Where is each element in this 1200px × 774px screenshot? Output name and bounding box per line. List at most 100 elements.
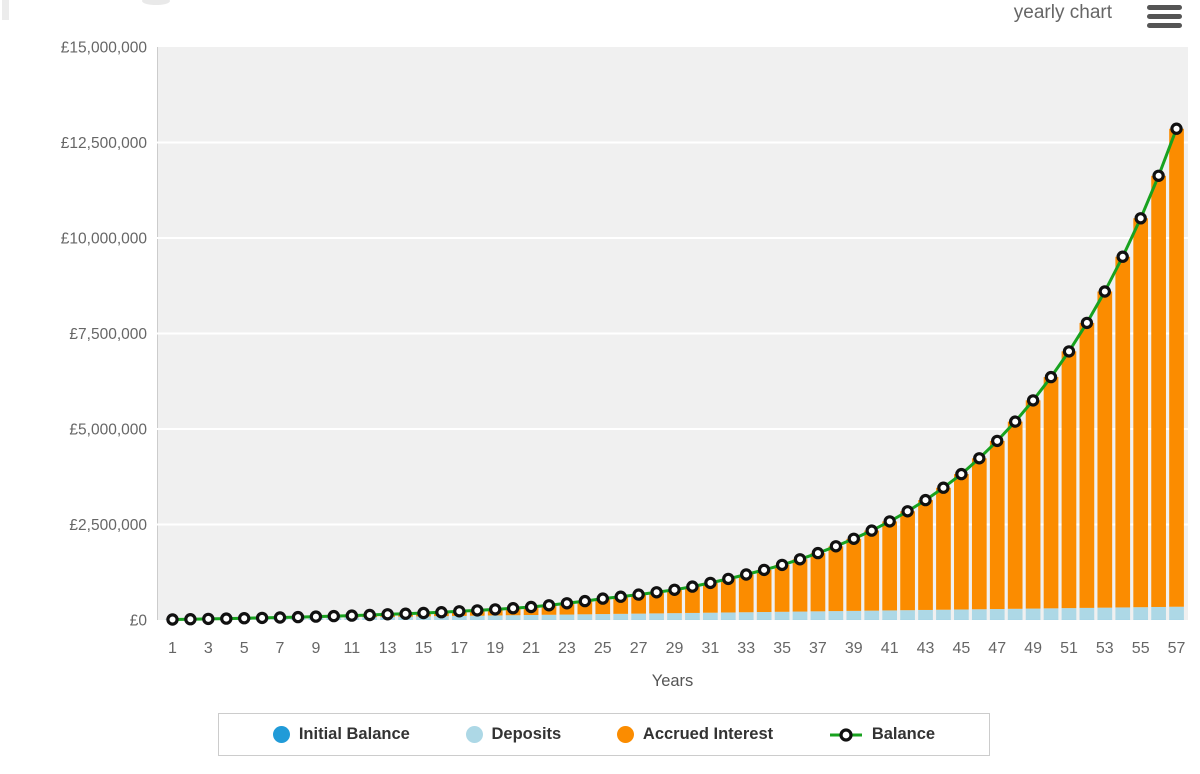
bar-deposits[interactable] <box>864 610 880 620</box>
bar-deposits[interactable] <box>1043 608 1059 620</box>
bar-deposits[interactable] <box>451 615 467 620</box>
balance-marker[interactable] <box>435 606 448 619</box>
balance-marker[interactable] <box>273 611 287 624</box>
balance-marker[interactable] <box>184 613 197 626</box>
balance-marker[interactable] <box>650 586 663 599</box>
balance-marker[interactable] <box>1026 394 1040 407</box>
bar-accrued-interest[interactable] <box>989 440 1005 610</box>
bar-accrued-interest[interactable] <box>828 546 844 612</box>
balance-marker[interactable] <box>237 612 251 625</box>
bar-deposits[interactable] <box>971 609 987 620</box>
bar-accrued-interest[interactable] <box>864 530 880 611</box>
bar-deposits[interactable] <box>774 611 790 620</box>
bar-deposits[interactable] <box>631 613 646 620</box>
bar-accrued-interest[interactable] <box>882 521 898 611</box>
balance-marker[interactable] <box>632 588 645 601</box>
balance-marker[interactable] <box>757 563 771 577</box>
bar-accrued-interest[interactable] <box>1115 256 1131 608</box>
bar-deposits[interactable] <box>900 610 915 620</box>
balance-marker[interactable] <box>578 594 592 608</box>
balance-marker[interactable] <box>166 613 179 626</box>
bar-deposits[interactable] <box>918 609 933 620</box>
bar-deposits[interactable] <box>1097 607 1113 620</box>
balance-marker[interactable] <box>291 610 305 624</box>
bar-deposits[interactable] <box>738 612 754 620</box>
bar-deposits[interactable] <box>954 609 969 620</box>
bar-accrued-interest[interactable] <box>1043 377 1059 609</box>
bar-deposits[interactable] <box>703 612 718 620</box>
balance-marker[interactable] <box>919 493 932 507</box>
bar-accrued-interest[interactable] <box>774 564 790 612</box>
balance-marker[interactable] <box>1134 212 1147 225</box>
balance-marker[interactable] <box>901 505 914 518</box>
balance-marker[interactable] <box>847 532 861 546</box>
bar-accrued-interest[interactable] <box>846 538 862 611</box>
bar-accrued-interest[interactable] <box>685 586 700 613</box>
bar-deposits[interactable] <box>792 611 808 620</box>
menu-hamburger-icon[interactable] <box>1147 5 1182 32</box>
balance-marker[interactable] <box>363 608 376 622</box>
balance-marker[interactable] <box>1152 169 1165 182</box>
bar-accrued-interest[interactable] <box>756 569 772 613</box>
balance-marker[interactable] <box>524 600 538 614</box>
balance-marker[interactable] <box>560 597 574 610</box>
bar-accrued-interest[interactable] <box>649 592 664 614</box>
bar-deposits[interactable] <box>1061 608 1077 620</box>
balance-marker[interactable] <box>883 515 896 528</box>
bar-deposits[interactable] <box>1133 607 1149 620</box>
balance-marker[interactable] <box>1098 285 1112 298</box>
balance-marker[interactable] <box>686 580 699 593</box>
bar-accrued-interest[interactable] <box>918 500 933 610</box>
bar-deposits[interactable] <box>1025 608 1041 620</box>
bar-deposits[interactable] <box>846 610 862 620</box>
balance-marker[interactable] <box>309 610 323 623</box>
bar-accrued-interest[interactable] <box>954 474 969 610</box>
balance-marker[interactable] <box>793 553 807 566</box>
bar-accrued-interest[interactable] <box>1097 291 1113 608</box>
bar-accrued-interest[interactable] <box>1151 175 1166 607</box>
balance-marker[interactable] <box>1009 415 1022 428</box>
bar-deposits[interactable] <box>720 612 736 620</box>
bar-deposits[interactable] <box>577 614 593 620</box>
balance-marker[interactable] <box>668 583 681 597</box>
balance-marker[interactable] <box>453 605 466 618</box>
bar-deposits[interactable] <box>989 609 1005 620</box>
bar-deposits[interactable] <box>828 611 844 620</box>
balance-marker[interactable] <box>1044 370 1058 384</box>
bar-accrued-interest[interactable] <box>703 582 718 613</box>
legend-item-deposits[interactable]: Deposits <box>465 725 561 744</box>
bar-deposits[interactable] <box>882 610 898 620</box>
bar-deposits[interactable] <box>1079 607 1095 620</box>
balance-marker[interactable] <box>1170 122 1183 135</box>
balance-marker[interactable] <box>1080 316 1094 330</box>
balance-marker[interactable] <box>704 576 717 590</box>
bar-deposits[interactable] <box>936 609 951 620</box>
legend-item-balance[interactable]: Balance <box>829 725 935 744</box>
bar-deposits[interactable] <box>505 615 521 620</box>
bar-accrued-interest[interactable] <box>1079 322 1095 608</box>
bar-accrued-interest[interactable] <box>1007 421 1023 609</box>
balance-marker[interactable] <box>740 568 753 581</box>
bar-deposits[interactable] <box>1115 607 1131 620</box>
balance-marker[interactable] <box>255 611 269 625</box>
balance-marker[interactable] <box>722 572 735 586</box>
bar-accrued-interest[interactable] <box>1061 351 1077 609</box>
balance-marker[interactable] <box>381 608 394 621</box>
bar-deposits[interactable] <box>613 613 629 620</box>
legend-item-accrued-interest[interactable]: Accrued Interest <box>616 725 773 744</box>
bar-accrued-interest[interactable] <box>971 458 987 610</box>
balance-marker[interactable] <box>829 540 843 553</box>
bar-deposits[interactable] <box>685 612 700 620</box>
bar-deposits[interactable] <box>523 614 539 620</box>
balance-marker[interactable] <box>937 481 950 494</box>
balance-marker[interactable] <box>399 607 412 620</box>
bar-accrued-interest[interactable] <box>810 553 826 612</box>
balance-marker[interactable] <box>1116 250 1129 263</box>
bar-deposits[interactable] <box>595 614 611 620</box>
balance-marker[interactable] <box>865 524 878 537</box>
balance-marker[interactable] <box>955 467 968 481</box>
balance-marker[interactable] <box>1062 345 1076 358</box>
bar-accrued-interest[interactable] <box>667 589 682 614</box>
bar-deposits[interactable] <box>487 615 503 620</box>
balance-marker[interactable] <box>345 609 358 622</box>
